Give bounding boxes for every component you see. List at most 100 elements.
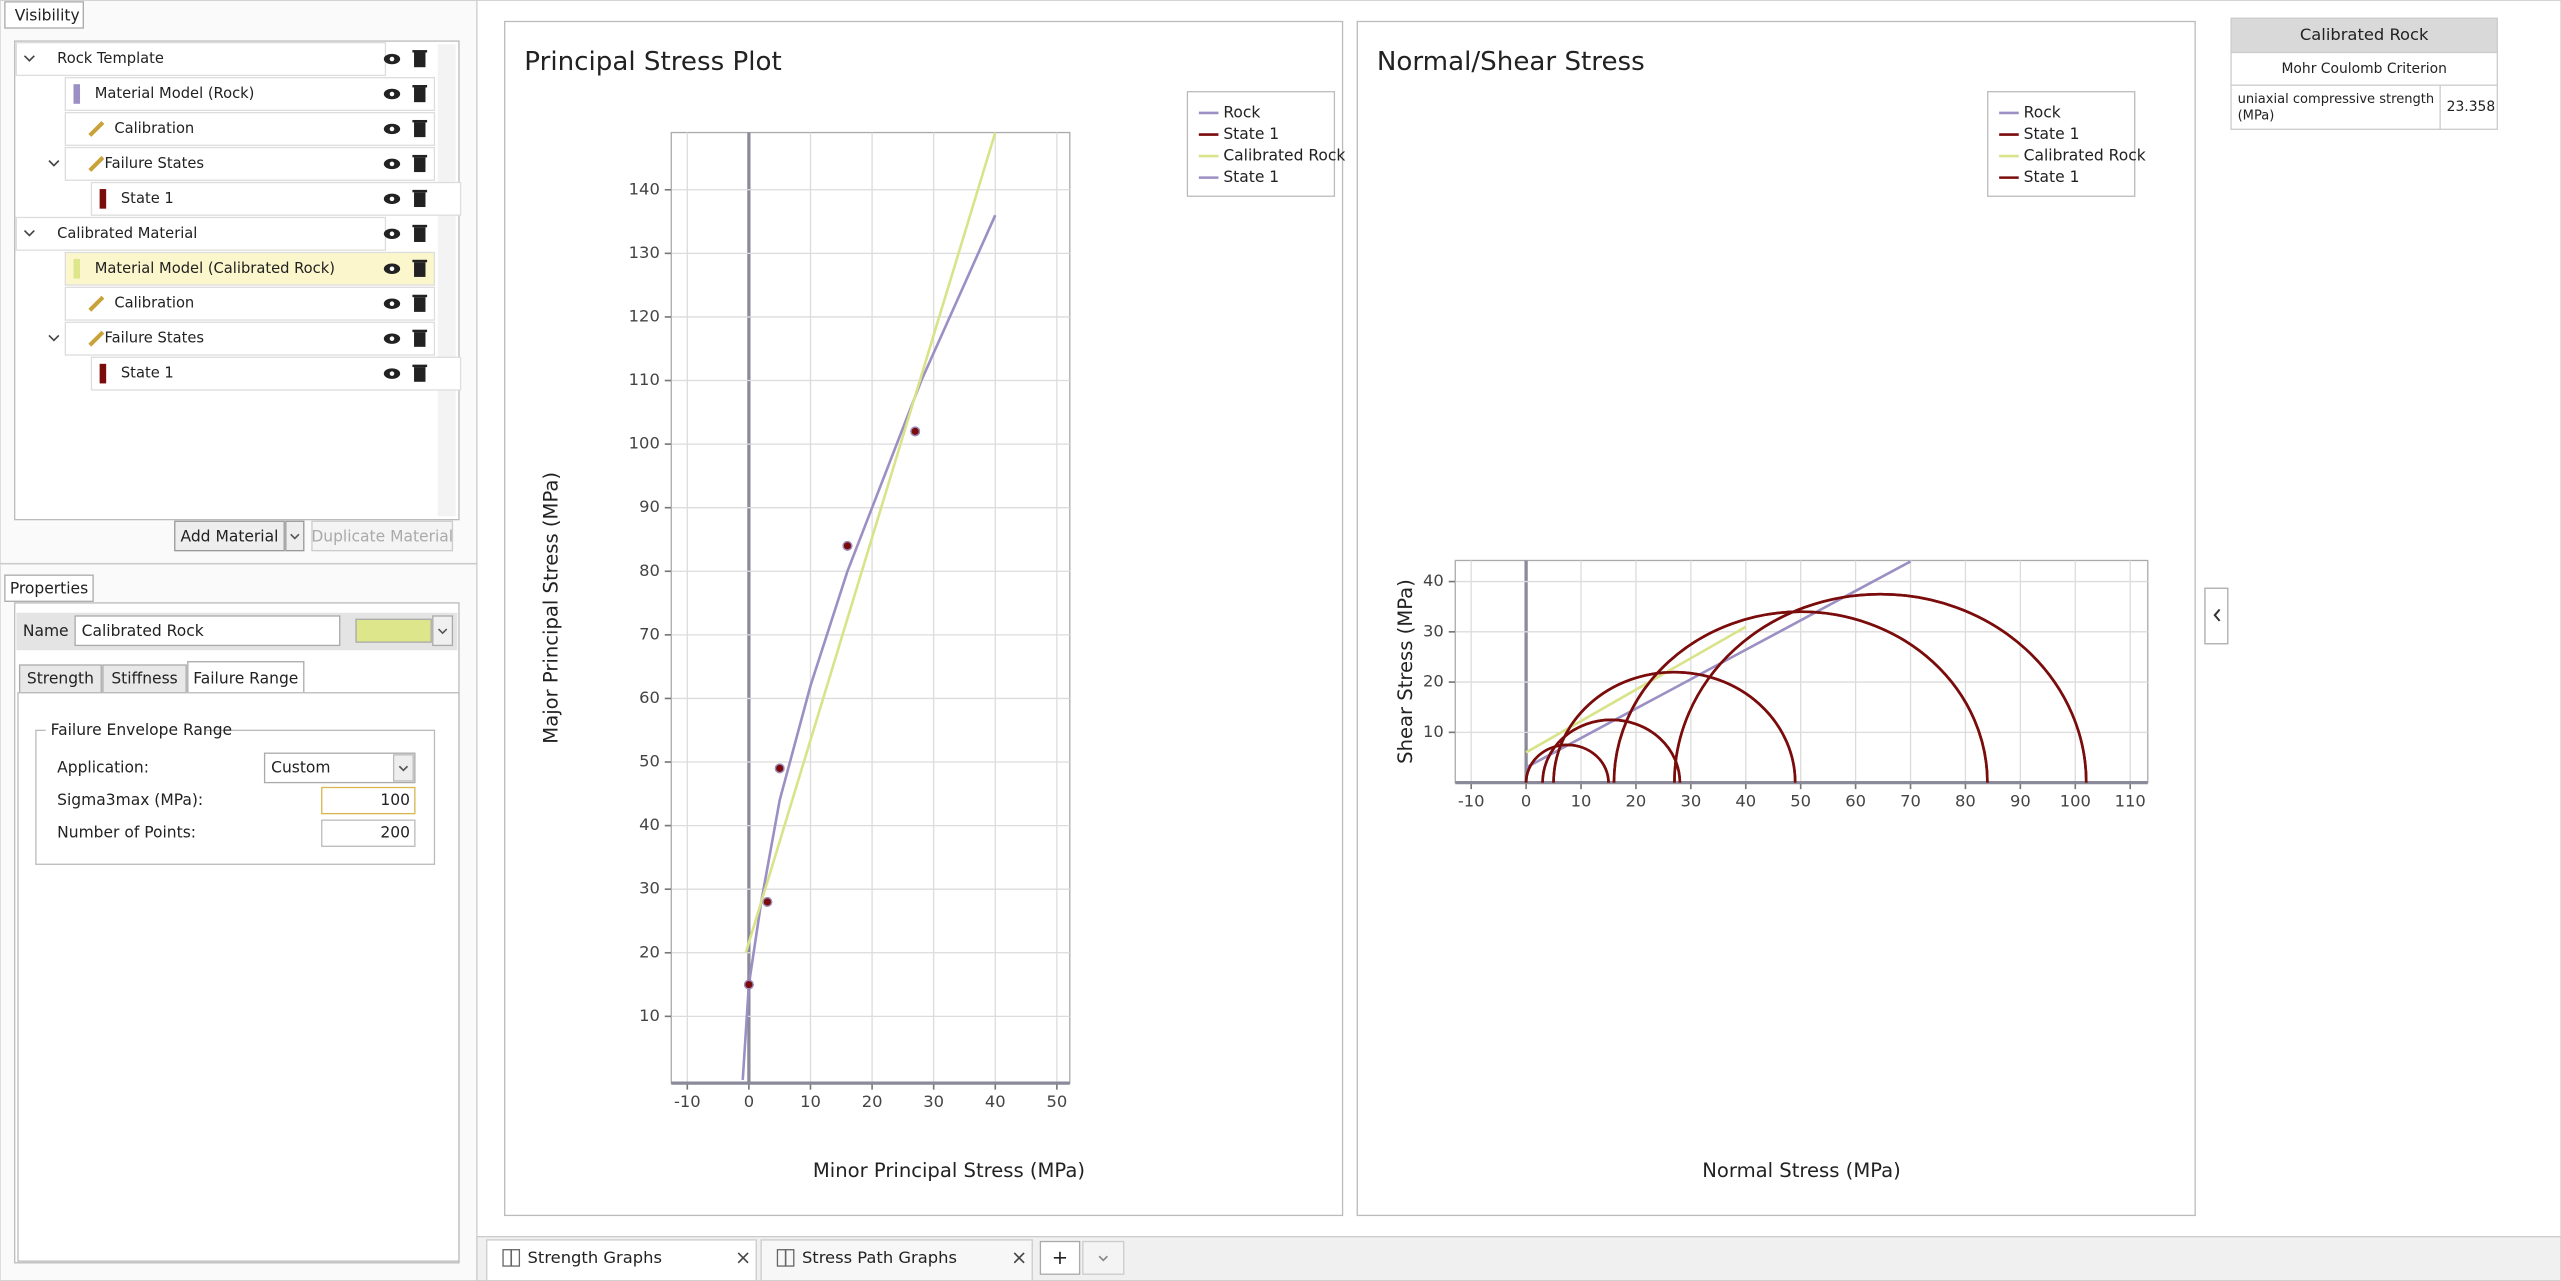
group-box xyxy=(35,729,436,865)
add-material-button[interactable] xyxy=(174,520,285,552)
x-tick-label: 40 xyxy=(1735,792,1756,811)
delete-button[interactable] xyxy=(414,367,426,382)
document-tab-label[interactable]: Stress Path Graphs xyxy=(802,1248,957,1267)
visibility-tab[interactable] xyxy=(4,1,84,29)
y-tick-label: 100 xyxy=(629,434,660,453)
tree-row[interactable] xyxy=(64,77,436,111)
tree-row[interactable] xyxy=(64,111,436,146)
summary-title: Calibrated Rock xyxy=(2300,25,2429,44)
y-tick-label: 30 xyxy=(1423,621,1444,640)
trash-lid xyxy=(412,154,428,158)
chart-title: Normal/Shear Stress xyxy=(1377,47,1645,77)
add-material-label[interactable]: Add Material xyxy=(181,527,279,545)
document-tab[interactable] xyxy=(486,1239,757,1281)
y-tick-label: 30 xyxy=(639,879,660,898)
tree-label: Calibration xyxy=(114,120,194,137)
legend-label: State 1 xyxy=(2024,125,2080,143)
x-axis-label: Normal Stress (MPa) xyxy=(1702,1159,1901,1182)
trash-lid xyxy=(412,119,428,123)
property-tab-label[interactable]: Stiffness xyxy=(111,669,177,687)
tree-label: State 1 xyxy=(121,365,174,382)
x-tick-label: 110 xyxy=(2115,792,2146,811)
trash-lid xyxy=(412,224,428,228)
property-tab[interactable] xyxy=(18,664,102,694)
add-tab-label[interactable]: + xyxy=(1052,1246,1068,1269)
delete-button[interactable] xyxy=(414,122,426,138)
y-axis-label: Major Principal Stress (MPa) xyxy=(540,472,563,744)
mohr-circle xyxy=(1612,610,1989,783)
tree-row[interactable] xyxy=(64,251,436,286)
expand-arrow xyxy=(48,334,60,342)
item-icon xyxy=(88,330,105,347)
property-tab[interactable] xyxy=(187,661,305,696)
add-tab-button[interactable] xyxy=(1039,1240,1081,1275)
summary-value: 23.358 xyxy=(2447,99,2496,115)
color-dropdown[interactable] xyxy=(432,615,454,647)
delete-button[interactable] xyxy=(414,87,426,103)
y-tick-label: 20 xyxy=(639,942,660,961)
data-point xyxy=(743,979,754,990)
item-icon xyxy=(88,120,105,137)
x-tick-label: 30 xyxy=(923,1092,944,1111)
eye-pupil xyxy=(389,91,395,97)
x-tick-label: 10 xyxy=(800,1092,821,1111)
trash-lid xyxy=(412,85,428,88)
property-tab-label[interactable]: Strength xyxy=(27,669,94,687)
tab-menu-button[interactable] xyxy=(1082,1240,1125,1275)
tree-row[interactable] xyxy=(64,286,436,321)
name-input[interactable] xyxy=(74,615,341,647)
property-tab[interactable] xyxy=(102,664,187,694)
mohr-circle xyxy=(1524,743,1610,783)
tree-row[interactable] xyxy=(64,321,436,356)
mohr-circle xyxy=(1541,718,1682,783)
field-input[interactable] xyxy=(321,786,416,815)
field-value[interactable]: 200 xyxy=(380,824,410,842)
field-value[interactable]: 100 xyxy=(380,791,410,809)
data-point xyxy=(842,540,853,551)
legend-label: Rock xyxy=(1223,103,1260,121)
delete-button[interactable] xyxy=(414,297,426,312)
tree-label: State 1 xyxy=(121,190,174,207)
y-tick-label: 120 xyxy=(629,306,660,325)
x-tick-label: 70 xyxy=(1900,792,1921,811)
x-tick-label: 20 xyxy=(1626,792,1647,811)
tree-label: Calibration xyxy=(114,295,194,312)
data-point xyxy=(762,897,773,907)
properties-tab-label: Properties xyxy=(10,580,88,598)
expand-arrow xyxy=(23,229,35,237)
tree-row[interactable] xyxy=(15,216,387,251)
legend-label: State 1 xyxy=(1223,125,1279,143)
close-tab[interactable] xyxy=(1013,1252,1025,1264)
properties-tab[interactable] xyxy=(4,574,94,602)
color-picker[interactable] xyxy=(355,618,432,643)
document-tab-label[interactable]: Strength Graphs xyxy=(528,1248,662,1267)
item-icon xyxy=(88,155,105,172)
x-tick-label: 90 xyxy=(2010,792,2031,811)
field-value[interactable]: Custom xyxy=(271,758,330,776)
summary-label: uniaxial compressive strength (MPa) xyxy=(2238,92,2435,123)
x-axis-label: Minor Principal Stress (MPa) xyxy=(813,1159,1085,1182)
property-tab-label[interactable]: Failure Range xyxy=(193,669,298,687)
field-input[interactable] xyxy=(321,819,416,847)
application-combo[interactable] xyxy=(263,752,416,784)
delete-button[interactable] xyxy=(414,227,426,242)
duplicate-material-button[interactable] xyxy=(311,520,454,552)
delete-button[interactable] xyxy=(414,262,426,277)
delete-button[interactable] xyxy=(414,157,426,173)
tree-row[interactable] xyxy=(64,146,436,181)
eye-pupil xyxy=(389,126,395,132)
delete-button[interactable] xyxy=(414,192,426,208)
delete-button[interactable] xyxy=(414,332,426,347)
summary-row xyxy=(2230,51,2498,86)
summary-criterion: Mohr Coulomb Criterion xyxy=(2281,61,2446,77)
duplicate-material-label[interactable]: Duplicate Material xyxy=(311,527,453,545)
trash-lid xyxy=(412,259,428,263)
add-material-dropdown[interactable] xyxy=(285,520,305,552)
color-swatch xyxy=(73,84,81,104)
eye-pupil xyxy=(389,196,395,202)
data-point xyxy=(910,426,921,437)
document-tab[interactable] xyxy=(760,1239,1033,1281)
close-tab[interactable] xyxy=(737,1252,749,1264)
delete-button[interactable] xyxy=(414,52,426,68)
